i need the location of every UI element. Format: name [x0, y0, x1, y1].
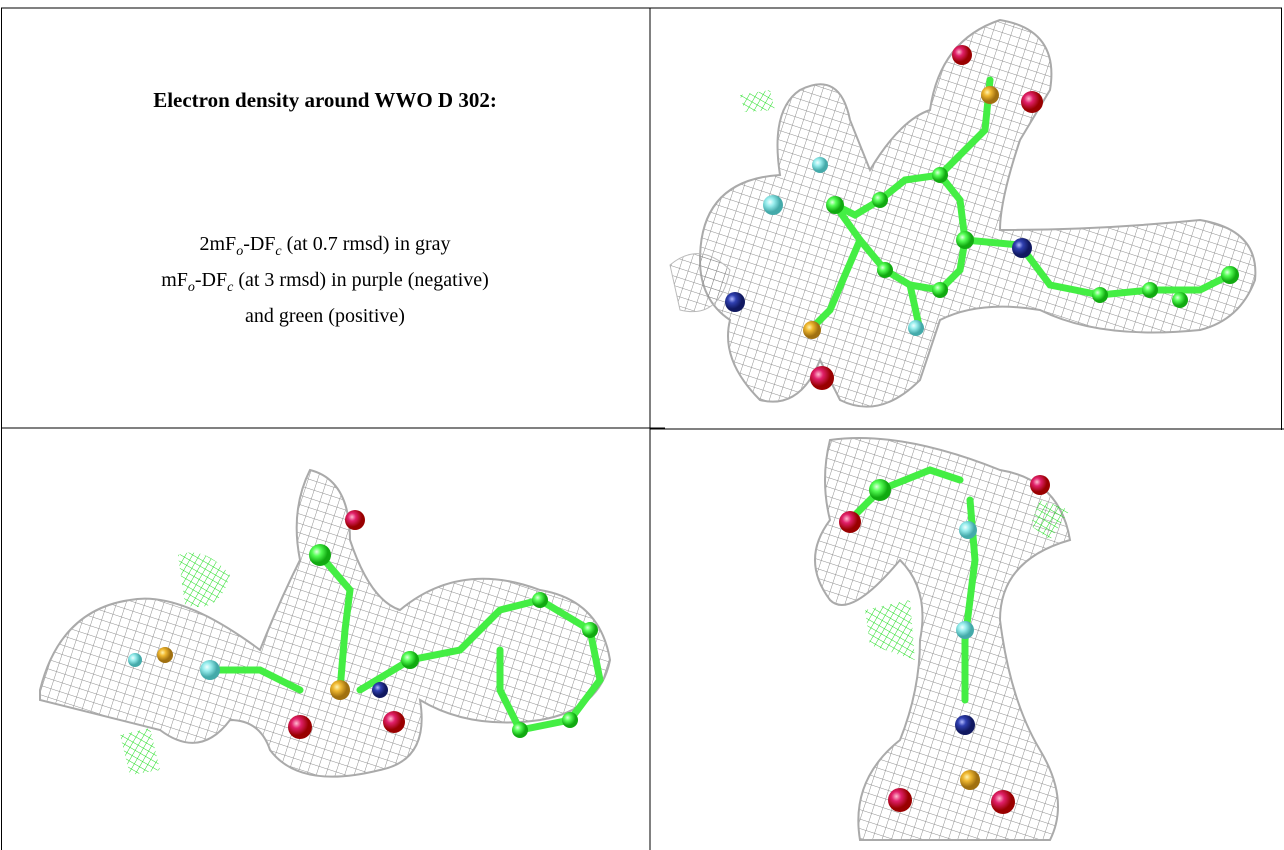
text: -DF	[243, 233, 275, 255]
text: 2mF	[200, 233, 237, 255]
description-line: 2mFo-DFc (at 0.7 rmsd) in gray	[0, 230, 650, 266]
figure	[0, 0, 1284, 850]
description-line: mFo-DFc (at 3 rmsd) in purple (negative)	[0, 266, 650, 302]
caption-title: Electron density around WWO D 302:	[0, 88, 650, 113]
density-view-top	[670, 20, 1255, 407]
text: (at 0.7 rmsd) in gray	[282, 233, 451, 255]
description-line: and green (positive)	[0, 302, 650, 330]
density-view-bottom-left	[40, 470, 610, 777]
text: -DF	[195, 269, 227, 291]
text: and green (positive)	[245, 305, 405, 327]
density-view-bottom-right	[815, 438, 1070, 840]
text: (at 3 rmsd) in purple (negative)	[233, 269, 488, 291]
page: Electron density around WWO D 302: 2mFo-…	[0, 0, 1284, 850]
text: mF	[161, 269, 188, 291]
subscript: o	[188, 280, 195, 295]
caption-description: 2mFo-DFc (at 0.7 rmsd) in gray mFo-DFc (…	[0, 230, 650, 330]
